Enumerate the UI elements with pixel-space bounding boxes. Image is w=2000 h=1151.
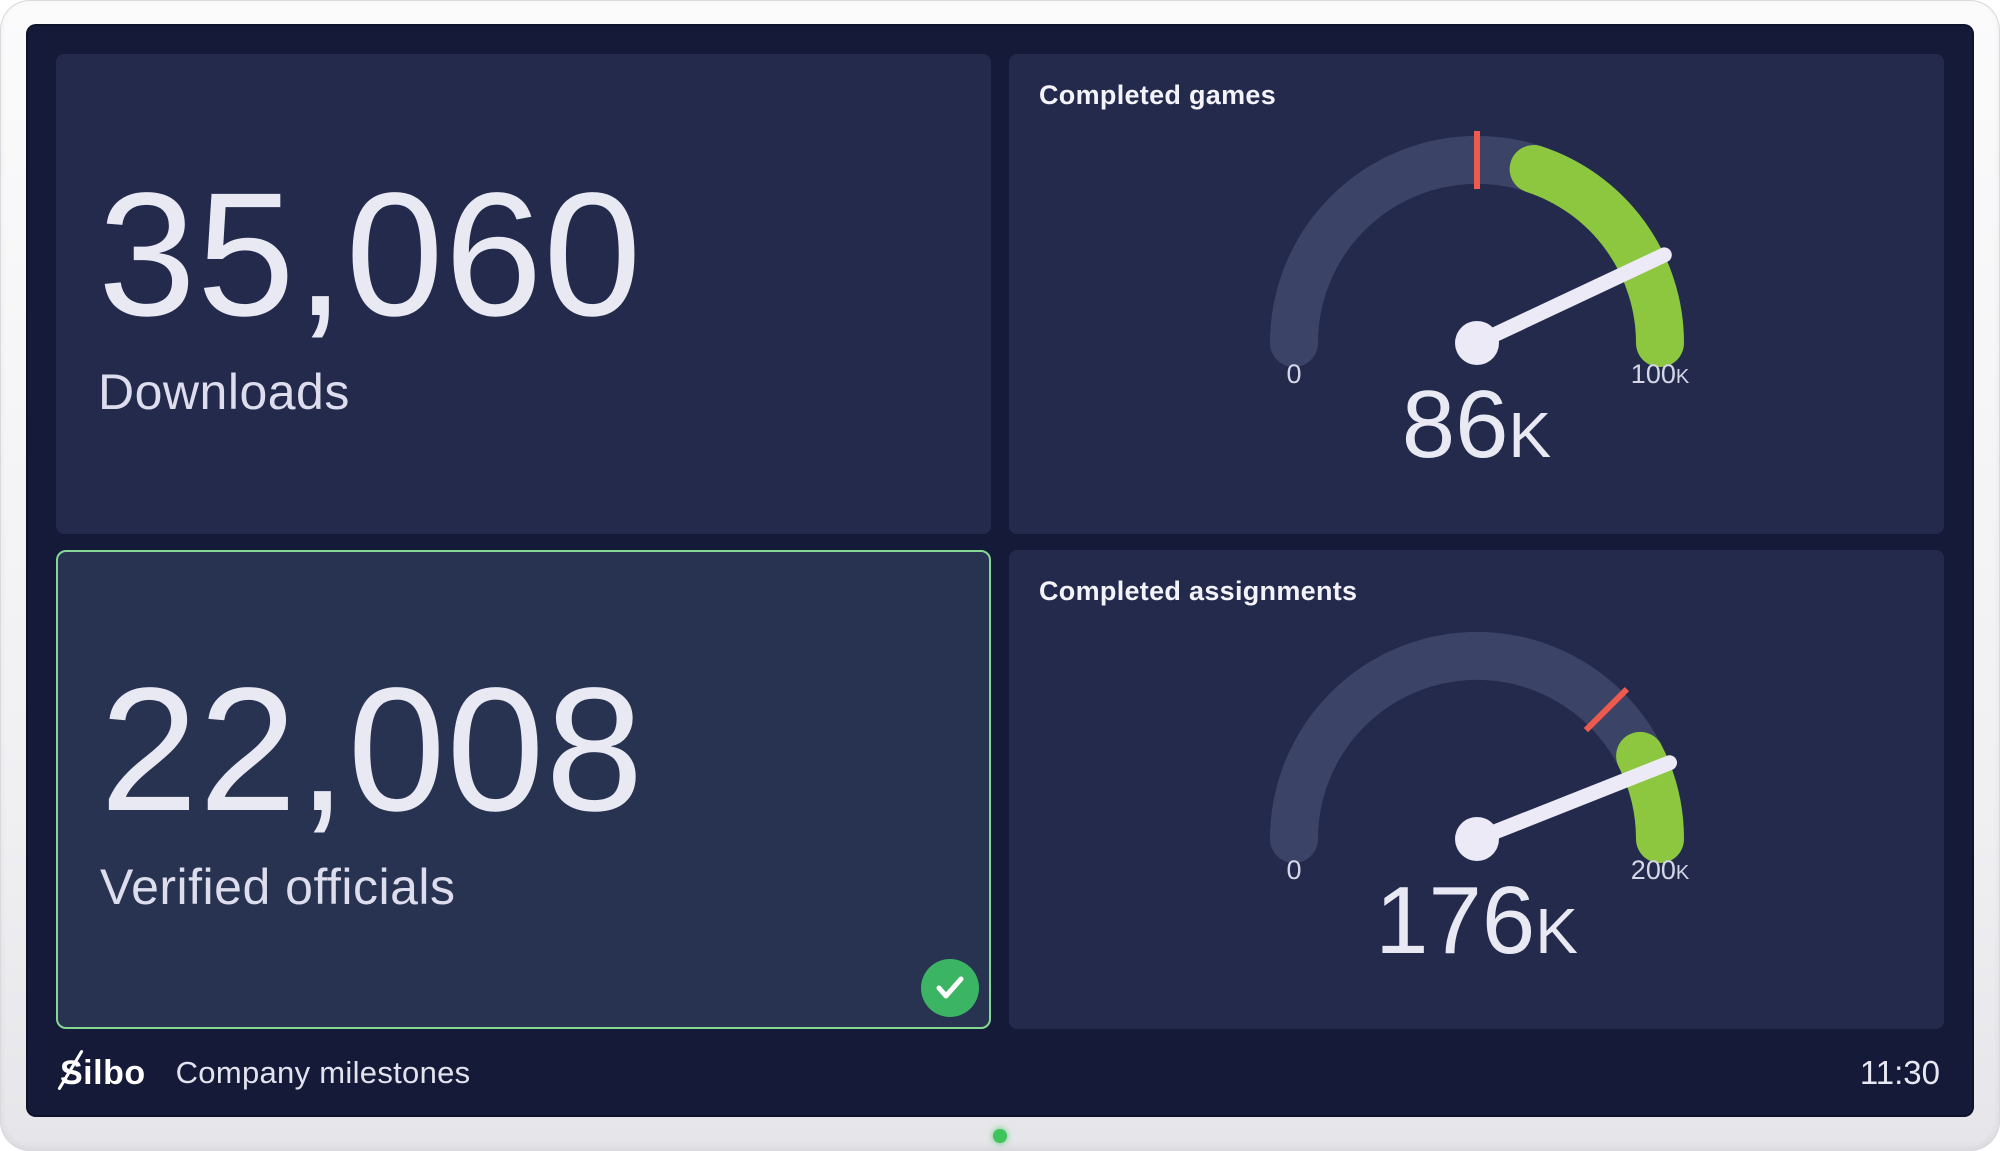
gauge-value-suffix: K: [1535, 894, 1578, 967]
checkmark-icon: [936, 976, 964, 999]
gauge-value-number: 176: [1375, 866, 1536, 974]
clock: 11:30: [1859, 1054, 1940, 1091]
completed-games-gauge-chart: 0 100K: [1217, 117, 1737, 389]
gauge-min-label: 0: [1286, 855, 1301, 885]
gauge-needle: [1469, 247, 1672, 351]
power-led: [993, 1129, 1007, 1143]
gauge-title: Completed assignments: [1039, 575, 1358, 606]
brand-name: Silbo: [60, 1053, 146, 1092]
downloads-value: 35,060: [98, 156, 643, 353]
widget-grid: 35,060 Downloads Completed games 0 100K 8…: [56, 54, 1944, 1029]
gauge-min-label: 0: [1286, 359, 1301, 389]
completed-games-panel: Completed games 0 100K 86K: [1009, 54, 1944, 534]
gauge-value-suffix: K: [1508, 399, 1552, 471]
gauge-track: [1269, 631, 1684, 863]
gauge-max-label: 100K: [1630, 359, 1689, 389]
gauge-needle-hub: [1454, 816, 1499, 861]
brand-logo: Silbo: [57, 1049, 146, 1093]
gauge-needle: [1469, 754, 1677, 846]
downloads-label: Downloads: [98, 363, 350, 420]
gauge-value: 176K: [1375, 872, 1578, 969]
gauge-svg: 0 100K: [1269, 131, 1689, 389]
gauge-value-number: 86: [1401, 371, 1509, 478]
gauge-value: 86K: [1402, 377, 1551, 473]
verified-officials-label: Verified officials: [100, 859, 456, 916]
dashboard-title: Company milestones: [175, 1055, 471, 1090]
gauge-green-zone: [1615, 731, 1684, 863]
completed-assignments-panel: Completed assignments 0 200K 176K: [1009, 549, 1944, 1029]
gauge-green-zone: [1509, 145, 1684, 367]
footer-bar: Silbo Company milestones 11:30: [56, 1029, 1944, 1117]
gauge-title: Completed games: [1039, 80, 1277, 110]
verified-officials-value: 22,008: [100, 652, 645, 849]
gauge-needle-hub: [1454, 321, 1499, 365]
gauge-svg: 0 200K: [1269, 631, 1689, 885]
dashboard-screen: 35,060 Downloads Completed games 0 100K 8…: [26, 24, 1974, 1117]
completed-assignments-gauge-chart: 0 200K: [1217, 613, 1737, 885]
goal-met-badge: [921, 959, 979, 1017]
gauge-max-label: 200K: [1630, 855, 1689, 885]
gauge-threshold-tick: [1583, 686, 1629, 732]
verified-officials-panel: 22,008 Verified officials: [56, 549, 991, 1029]
downloads-panel: 35,060 Downloads: [56, 54, 991, 534]
